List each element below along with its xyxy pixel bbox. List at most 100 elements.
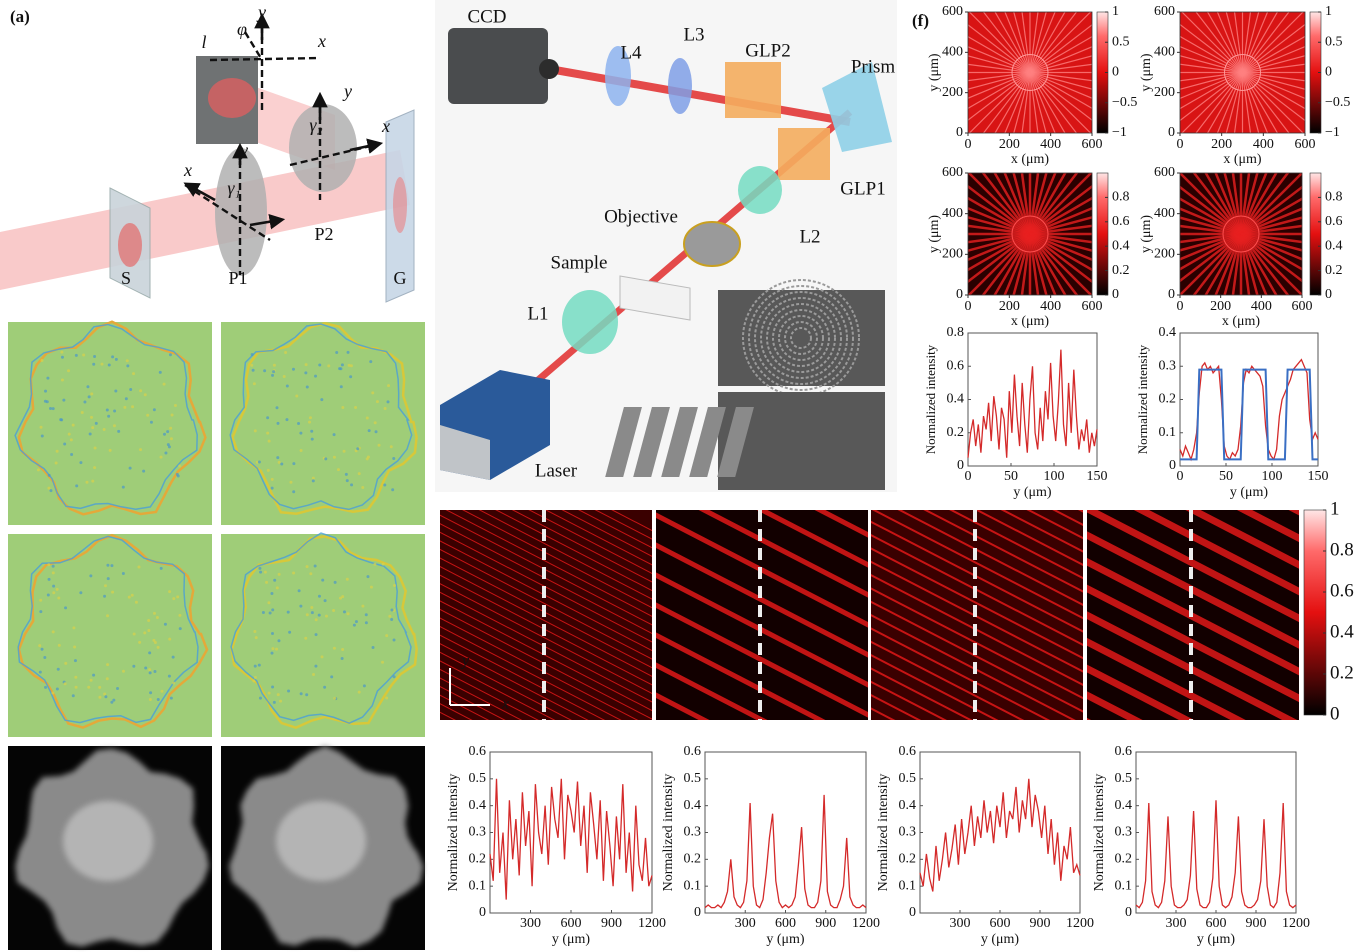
y-axis-label: Normalized intensity: [876, 774, 891, 892]
speckle: [277, 693, 280, 696]
speckle: [263, 369, 266, 372]
speckle: [341, 363, 344, 366]
colorbar: [1304, 510, 1326, 715]
speckle: [75, 354, 78, 357]
speckle: [148, 668, 151, 671]
x-tick-label: 1200: [1066, 916, 1094, 931]
speckle: [273, 701, 276, 704]
x-axis-label: y (μm): [766, 932, 805, 947]
x-tick-label: 150: [1308, 469, 1329, 484]
y-axis-label: Normalized intensity: [1135, 344, 1150, 454]
speckle: [135, 601, 138, 604]
speckle: [72, 694, 75, 697]
speckle: [295, 395, 298, 398]
y-axis-label: Normalized intensity: [1092, 774, 1107, 892]
colorbar-tick-label: 0.6: [1330, 580, 1354, 601]
speckle: [44, 390, 47, 393]
colorbar-tick-label: 0.5: [1112, 34, 1130, 49]
speckle: [107, 577, 110, 580]
speckle: [68, 433, 71, 436]
diagram-label: Laser: [535, 460, 578, 481]
y-tick-label: 400: [942, 206, 963, 221]
beam-spot: [393, 177, 407, 233]
colorbar-tick-label: 0.6: [1112, 214, 1130, 229]
y-tick-label: 0: [694, 905, 701, 920]
speckle: [55, 462, 58, 465]
speckle: [278, 461, 281, 464]
y-tick-label: 0.4: [947, 392, 965, 407]
polarizer-cube: [725, 62, 781, 118]
speckle: [142, 470, 145, 473]
speckle: [370, 586, 373, 589]
speckle: [388, 615, 391, 618]
speckle: [157, 698, 160, 701]
speckle: [63, 443, 66, 446]
y-axis-label: Normalized intensity: [446, 774, 461, 892]
speckle: [251, 353, 254, 356]
speckle: [287, 611, 290, 614]
x-tick-label: 0: [965, 137, 972, 152]
speckle: [272, 370, 275, 373]
speckle: [325, 615, 328, 618]
speckle: [324, 599, 327, 602]
speckle: [48, 474, 51, 477]
speckle: [153, 670, 156, 673]
speckle: [128, 596, 131, 599]
speckle: [137, 565, 140, 568]
speckle: [284, 351, 287, 354]
speckle: [309, 572, 312, 575]
speckle: [157, 646, 160, 649]
speckle: [267, 601, 270, 604]
speckle: [44, 686, 47, 689]
phase-image: [8, 534, 212, 737]
x-axis-label: y (μm): [552, 932, 591, 947]
speckle: [287, 689, 290, 692]
diagram-label: Sample: [551, 252, 608, 273]
speckle: [92, 674, 95, 677]
colorbar-tick-label: 0.5: [1325, 34, 1343, 49]
speckle: [132, 665, 135, 668]
y-tick-label: 200: [942, 247, 963, 262]
diagram-label: x: [381, 116, 390, 136]
nucleus: [63, 801, 153, 881]
y-tick-label: 0: [479, 905, 486, 920]
speckle: [310, 430, 313, 433]
speckle: [309, 416, 312, 419]
speckle: [372, 646, 375, 649]
speckle: [271, 647, 274, 650]
speckle: [314, 564, 317, 567]
speckle: [292, 462, 295, 465]
x-tick-label: 0: [1177, 299, 1184, 314]
speckle: [323, 686, 326, 689]
speckle: [254, 429, 257, 432]
speckle: [116, 687, 119, 690]
speckle: [64, 682, 67, 685]
x-tick-label: 400: [1251, 299, 1272, 314]
speckle: [254, 665, 257, 668]
x-axis-label: y (μm): [1230, 485, 1269, 500]
speckle: [373, 563, 376, 566]
speckle: [334, 581, 337, 584]
speckle: [365, 613, 368, 616]
speckle: [93, 466, 96, 469]
x-tick-label: 0: [965, 469, 972, 484]
speckle: [292, 572, 295, 575]
y-tick-label: 0.5: [899, 771, 917, 786]
speckle: [72, 626, 75, 629]
speckle: [333, 456, 336, 459]
speckle: [168, 590, 171, 593]
speckle: [123, 406, 126, 409]
speckle: [320, 398, 323, 401]
plot-frame: [1180, 333, 1318, 466]
speckle: [179, 627, 182, 630]
speckle: [112, 699, 115, 702]
speckle: [70, 438, 73, 441]
speckle: [138, 641, 141, 644]
speckle: [129, 467, 132, 470]
speckle: [43, 656, 46, 659]
diagram-label: y: [342, 81, 352, 101]
speckle: [324, 457, 327, 460]
ccd: [448, 28, 548, 104]
plot-frame: [920, 752, 1080, 913]
speckle: [92, 363, 95, 366]
